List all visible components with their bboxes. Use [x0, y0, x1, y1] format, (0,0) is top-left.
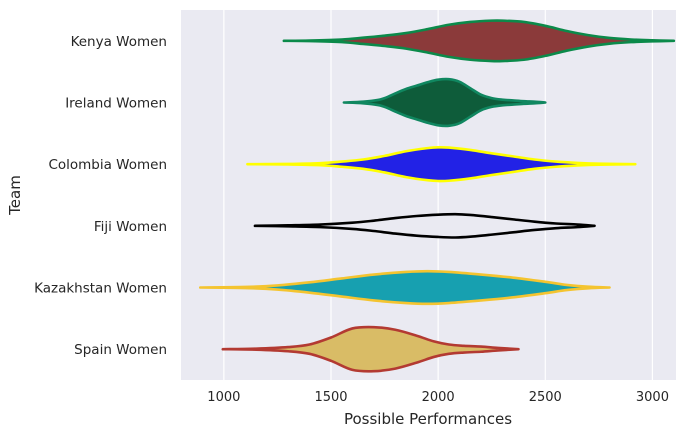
x-axis-label: Possible Performances — [344, 410, 512, 428]
y-category-labels: Kenya Women Ireland Women Colombia Women Fi… — [34, 34, 167, 358]
y-axis-label: Team — [6, 175, 24, 216]
x-tick-label: 3000 — [636, 390, 669, 405]
plot-background — [181, 10, 676, 380]
y-category-label: Fiji Women — [94, 219, 167, 235]
y-category-label: Spain Women — [74, 342, 167, 358]
x-tick-labels: 1000 1500 2000 2500 3000 — [207, 390, 669, 405]
gridlines — [223, 10, 654, 380]
violin-kazakhstan-women — [198, 269, 611, 306]
violin-kenya-women — [282, 19, 676, 63]
x-tick-label: 1500 — [314, 390, 347, 405]
x-tick-label: 2000 — [422, 390, 455, 405]
y-category-label: Kazakhstan Women — [34, 281, 167, 297]
violins — [198, 19, 676, 373]
violin-fiji-women — [253, 212, 596, 239]
y-category-label: Ireland Women — [65, 96, 167, 112]
x-tick-label: 2500 — [529, 390, 562, 405]
violin-ireland-women — [342, 77, 547, 128]
x-tick-label: 1000 — [207, 390, 240, 405]
violin-spain-women — [221, 325, 520, 373]
violin-colombia-women — [246, 145, 637, 183]
y-category-label: Colombia Women — [48, 157, 167, 173]
y-category-label: Kenya Women — [71, 34, 167, 50]
